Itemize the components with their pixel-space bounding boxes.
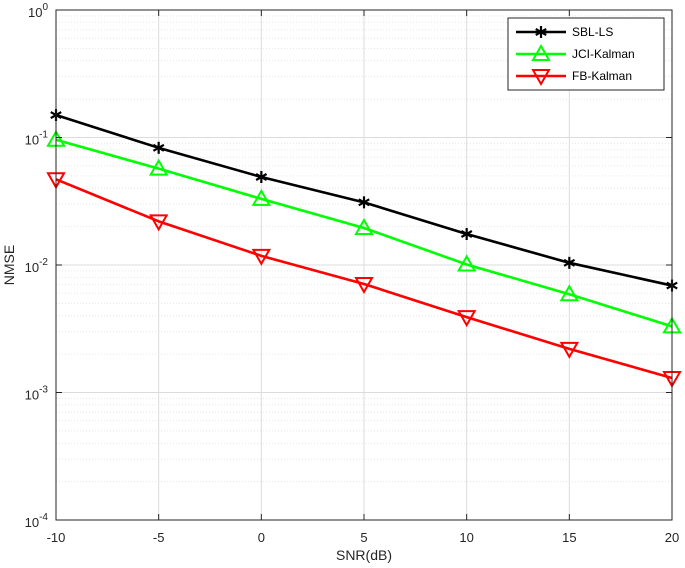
marker-shape <box>456 254 477 272</box>
marker-shape <box>148 158 169 176</box>
marker-shape <box>456 310 477 328</box>
marker-shape <box>148 214 169 232</box>
y-tick-label: 100 <box>28 2 48 20</box>
legend-label: FB-Kalman <box>572 69 632 83</box>
marker-stroke <box>563 258 576 267</box>
marker-shape <box>559 284 580 302</box>
legend: SBL-LS JCI-Kalman FB-Kalman <box>507 17 665 91</box>
y-tick-label: 10-3 <box>25 385 49 403</box>
marker-stroke <box>255 173 268 181</box>
data-point-fb-kalman <box>456 310 477 328</box>
y-axis-title: NMSE <box>1 245 17 285</box>
legend-marker <box>531 69 551 87</box>
data-point-jci-kalman <box>354 218 374 236</box>
legend-item-fb-kalman: FB-Kalman <box>516 69 632 87</box>
legend-item-jci-kalman: JCI-Kalman <box>516 43 635 61</box>
legend-marker <box>531 43 551 61</box>
series-line-fb-kalman <box>55 178 673 380</box>
data-point-jci-kalman <box>456 254 477 272</box>
marker-shape <box>251 188 272 206</box>
x-tick-label: 5 <box>360 530 367 545</box>
data-point-sbl-ls <box>358 196 370 209</box>
x-tick-label: -5 <box>153 530 165 545</box>
marker-shape <box>531 43 551 61</box>
data-point-fb-kalman <box>354 276 374 294</box>
series-line-jci-kalman <box>55 138 673 328</box>
data-point-sbl-ls <box>563 256 576 269</box>
y-tick-label: 10-4 <box>25 512 49 530</box>
legend-item-sbl-ls: SBL-LS <box>516 25 613 39</box>
marker-shape <box>354 276 374 294</box>
x-axis-title: SNR(dB) <box>336 547 392 563</box>
x-tick-label: 15 <box>562 530 576 545</box>
y-tick-label: 10-1 <box>25 130 49 148</box>
data-point-fb-kalman <box>559 341 580 359</box>
data-point-fb-kalman <box>148 214 169 232</box>
data-point-jci-kalman <box>148 158 169 176</box>
legend-label: SBL-LS <box>572 25 613 39</box>
marker-shape <box>251 248 272 266</box>
data-point-jci-kalman <box>251 188 272 206</box>
marker-shape <box>531 69 551 87</box>
x-tick-label: -10 <box>47 530 66 545</box>
legend-label: JCI-Kalman <box>572 47 635 61</box>
data-point-sbl-ls <box>255 171 268 183</box>
series-fb-kalman <box>46 172 682 388</box>
legend-marker <box>535 26 547 38</box>
marker-shape <box>354 218 374 236</box>
marker-stroke <box>535 28 547 36</box>
x-tick-label: 0 <box>258 530 265 545</box>
data-point-sbl-ls <box>152 141 165 154</box>
x-tick-label: 10 <box>459 530 473 545</box>
marker-stroke <box>152 143 165 152</box>
marker-stroke <box>358 198 370 207</box>
data-point-jci-kalman <box>559 284 580 302</box>
marker-stroke <box>460 230 473 238</box>
data-point-sbl-ls <box>460 228 473 241</box>
axis-ticks: -10 -5 0 5 10 15 20 100 10-1 10-2 10-3 10-4 <box>25 2 680 545</box>
x-tick-label: 20 <box>665 530 679 545</box>
data-point-fb-kalman <box>251 248 272 266</box>
y-tick-label: 10-2 <box>25 257 49 275</box>
marker-shape <box>559 341 580 359</box>
